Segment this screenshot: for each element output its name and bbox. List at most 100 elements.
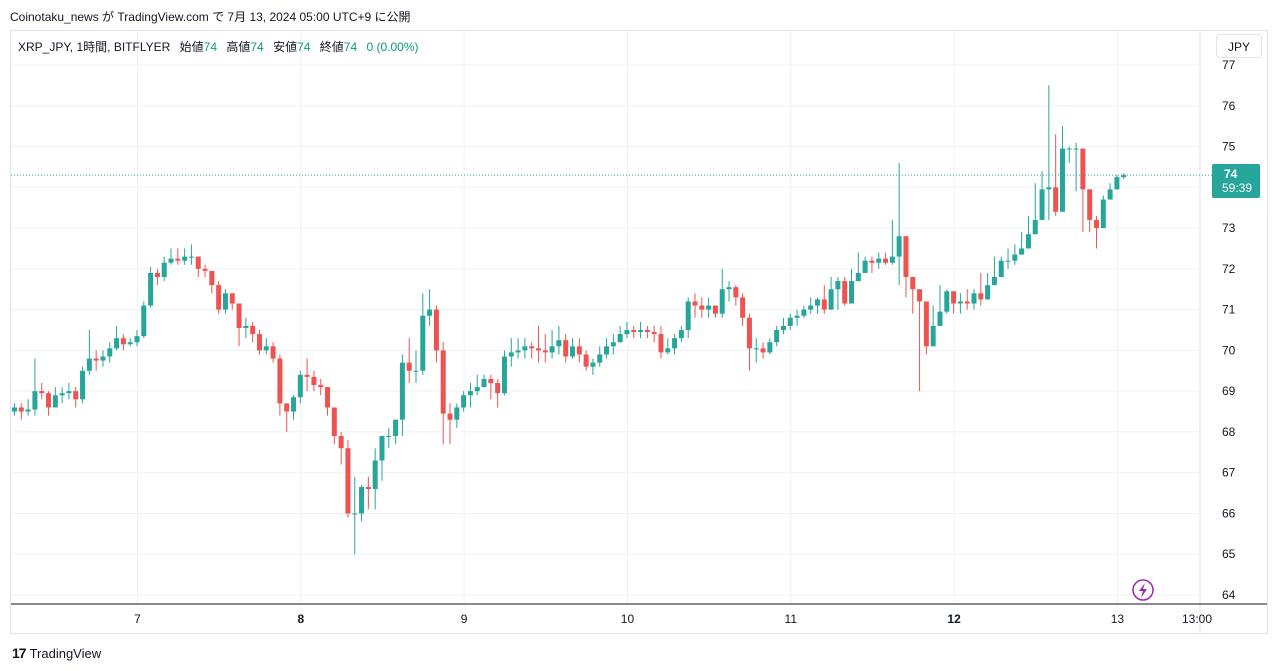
candle — [59, 387, 65, 404]
candle — [12, 403, 17, 416]
candle — [985, 272, 991, 300]
candle — [297, 370, 303, 404]
candle — [481, 374, 487, 388]
candle — [672, 334, 678, 355]
close-label: 終値 — [319, 40, 344, 54]
candle — [930, 305, 936, 347]
candle — [699, 297, 705, 318]
candle — [39, 383, 45, 400]
y-tick-label: 67 — [1222, 466, 1236, 480]
candle — [658, 325, 664, 359]
brand-name: TradingView — [29, 645, 102, 661]
low-label: 安値 — [273, 40, 298, 54]
candle — [359, 484, 365, 522]
candle — [1114, 175, 1120, 190]
candle — [25, 399, 31, 416]
y-tick-label: 65 — [1222, 547, 1236, 561]
candle — [971, 289, 977, 310]
candle — [604, 338, 610, 359]
candle — [413, 350, 419, 383]
candle — [835, 277, 841, 310]
chart-frame — [10, 30, 1268, 634]
candle — [638, 321, 644, 339]
candle — [393, 419, 399, 445]
candle — [624, 321, 630, 339]
y-tick-label: 76 — [1222, 99, 1236, 113]
candle — [338, 431, 344, 465]
candle — [420, 293, 426, 375]
candle — [80, 366, 86, 404]
last-price-box: 74 59:39 — [1212, 164, 1260, 198]
x-tick-label: 12 — [947, 612, 961, 626]
x-tick-label: 13 — [1111, 612, 1125, 626]
candle — [284, 403, 290, 432]
candle — [311, 370, 317, 392]
candle — [678, 325, 684, 343]
candle — [508, 338, 514, 367]
x-tick-label: 9 — [461, 612, 468, 626]
candle — [855, 252, 861, 282]
candle — [32, 358, 38, 416]
candle — [454, 403, 460, 428]
candle — [706, 297, 712, 318]
candle — [760, 342, 766, 359]
candle — [461, 391, 467, 412]
candle — [365, 476, 371, 510]
candle — [576, 338, 582, 363]
candle — [18, 403, 24, 420]
symbol-info[interactable]: XRP_JPY, 1時間, BITFLYER — [18, 40, 171, 54]
candle — [399, 354, 405, 436]
candle — [243, 317, 249, 339]
publish-line: Coinotaku_news が TradingView.com で 7月 13… — [10, 10, 411, 24]
y-tick-label: 64 — [1222, 588, 1236, 602]
candle — [991, 256, 997, 286]
candle — [236, 303, 242, 347]
candle — [801, 305, 807, 318]
candle — [515, 338, 521, 359]
candle — [433, 305, 439, 363]
candle — [73, 387, 79, 408]
candle — [120, 334, 126, 351]
candle — [951, 291, 957, 314]
candle — [291, 395, 297, 420]
y-tick-label: 68 — [1222, 425, 1236, 439]
candle — [372, 448, 378, 510]
candle — [570, 338, 576, 359]
y-tick-label: 69 — [1222, 384, 1236, 398]
candle — [1039, 171, 1045, 220]
y-tick-label: 71 — [1222, 303, 1236, 317]
candle — [651, 325, 657, 343]
candle — [746, 313, 752, 371]
candle — [270, 342, 276, 363]
candle — [250, 321, 256, 343]
candle — [495, 378, 501, 408]
candle — [903, 236, 909, 298]
candle — [862, 256, 868, 273]
candle — [917, 289, 923, 392]
candle — [1080, 148, 1086, 233]
candle — [944, 289, 950, 314]
currency-button[interactable]: JPY — [1216, 34, 1262, 58]
candle — [114, 325, 120, 351]
candle — [345, 440, 351, 518]
candle — [216, 281, 222, 314]
footer-brand[interactable]: 17 TradingView — [12, 645, 101, 661]
candle — [1032, 183, 1038, 235]
candle — [1025, 215, 1031, 249]
candle — [869, 256, 875, 273]
candle — [1012, 244, 1018, 265]
candle — [1073, 142, 1079, 192]
candle — [427, 289, 433, 326]
flash-icon[interactable] — [1132, 579, 1154, 601]
candle — [1100, 195, 1106, 229]
candle — [583, 350, 589, 371]
candle — [896, 162, 902, 286]
tradingview-logo-icon: 17 — [12, 645, 27, 661]
y-tick-label: 75 — [1222, 140, 1236, 154]
candle — [535, 325, 541, 363]
candle — [229, 293, 235, 310]
candle — [188, 244, 194, 265]
candle — [304, 358, 310, 392]
high-value: 74 — [250, 40, 264, 54]
